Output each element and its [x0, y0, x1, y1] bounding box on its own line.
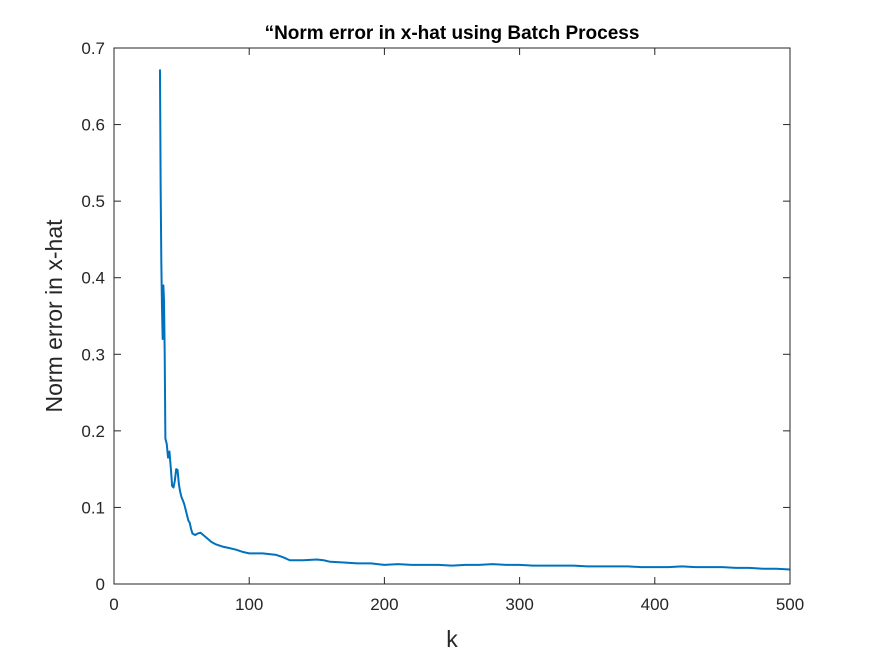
- y-tick-label: 0.4: [81, 269, 105, 288]
- y-tick-label: 0.7: [81, 39, 105, 58]
- x-tick-label: 400: [641, 595, 669, 614]
- x-tick-label: 0: [109, 595, 118, 614]
- chart-title: “Norm error in x-hat using Batch Process: [265, 23, 640, 44]
- x-tick-label: 500: [776, 595, 804, 614]
- y-tick-label: 0: [96, 575, 105, 594]
- series-line: [158, 69, 791, 571]
- x-axis-label: k: [446, 626, 458, 652]
- y-tick-label: 0.3: [81, 345, 105, 364]
- y-tick-label: 0.6: [81, 116, 105, 135]
- y-tick-label: 0.1: [81, 498, 105, 517]
- y-axis-label: Norm error in x-hat: [41, 219, 67, 413]
- x-tick-label: 200: [370, 595, 398, 614]
- plot-area: [114, 48, 790, 584]
- x-tick-label: 100: [235, 595, 263, 614]
- y-tick-label: 0.5: [81, 192, 105, 211]
- y-tick-label: 0.2: [81, 422, 105, 441]
- x-tick-label: 300: [505, 595, 533, 614]
- tick-labels: 0 100 200 300 400 500 0 0.1 0.2 0.3 0.4 0.5 0.6 0.7: [81, 39, 804, 614]
- axes-box: [113, 47, 791, 585]
